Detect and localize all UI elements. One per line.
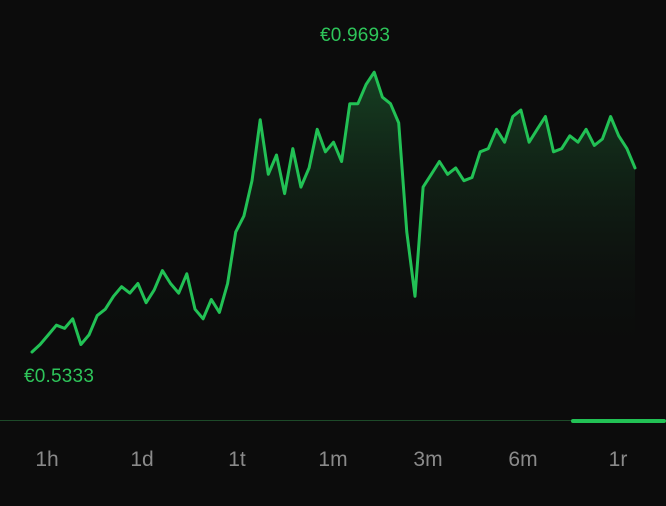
range-selector: 1h 1d 1t 1m 3m 6m 1r: [0, 440, 666, 480]
range-tab-1r[interactable]: 1r: [608, 448, 628, 471]
range-tab-1m[interactable]: 1m: [318, 448, 348, 471]
range-tab-1h[interactable]: 1h: [35, 448, 59, 471]
range-tab-6m[interactable]: 6m: [508, 448, 538, 471]
active-range-indicator: [571, 419, 666, 423]
price-area-fill: [32, 72, 635, 365]
price-line: [30, 70, 637, 354]
price-chart: [30, 70, 637, 365]
max-price-label: €0.9693: [320, 25, 391, 46]
chart-divider: [0, 420, 666, 421]
range-tab-3m[interactable]: 3m: [413, 448, 443, 471]
range-tab-1d[interactable]: 1d: [130, 448, 154, 471]
range-tab-1t[interactable]: 1t: [228, 448, 246, 471]
min-price-label: €0.5333: [24, 366, 95, 387]
